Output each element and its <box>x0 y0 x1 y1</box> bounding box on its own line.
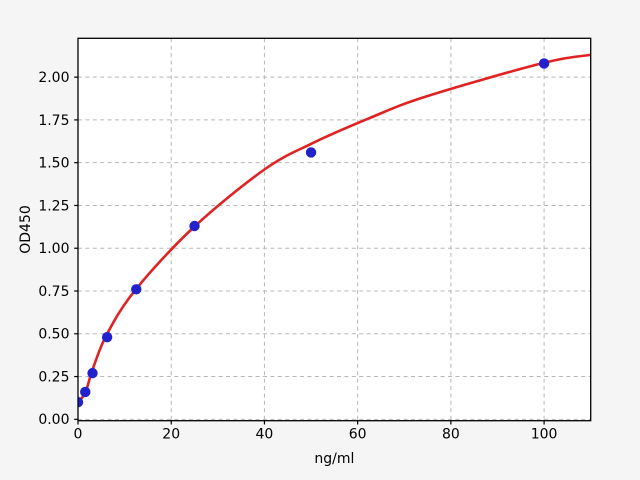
x-tick-label: 0 <box>74 427 83 443</box>
y-tick-label: 0.50 <box>38 327 69 343</box>
data-point <box>80 386 91 398</box>
y-axis-label: OD450 <box>18 205 34 254</box>
data-point <box>131 284 142 295</box>
x-tick-label: 40 <box>256 427 274 443</box>
y-tick-label: 1.75 <box>38 113 69 129</box>
y-tick-label: 1.25 <box>38 198 69 214</box>
y-tick-label: 0.25 <box>38 369 69 385</box>
x-tick-label: 20 <box>162 427 180 443</box>
y-tick-label: 1.50 <box>38 156 69 172</box>
y-tick-label: 0.00 <box>38 412 69 428</box>
x-axis-label: ng/ml <box>314 451 354 467</box>
y-tick-label: 1.00 <box>38 241 69 257</box>
data-point <box>101 332 113 343</box>
data-point <box>538 58 550 69</box>
x-tick-label: 100 <box>531 427 558 443</box>
y-tick-label: 2.00 <box>38 70 69 86</box>
data-point <box>87 367 98 379</box>
x-tick-label: 80 <box>442 427 460 443</box>
plot-border <box>77 37 592 422</box>
data-series <box>78 53 591 408</box>
plot-background <box>78 38 591 421</box>
tick-labels: 0 20 40 60 80 100 0.00 0.25 0.50 0.75 1.00 1.25 1.50… <box>38 70 557 442</box>
axis-ticks <box>74 76 545 425</box>
data-point <box>305 147 317 158</box>
x-tick-label: 60 <box>349 427 367 443</box>
data-point <box>78 397 84 408</box>
data-point <box>189 220 200 232</box>
y-tick-label: 0.75 <box>38 284 69 300</box>
